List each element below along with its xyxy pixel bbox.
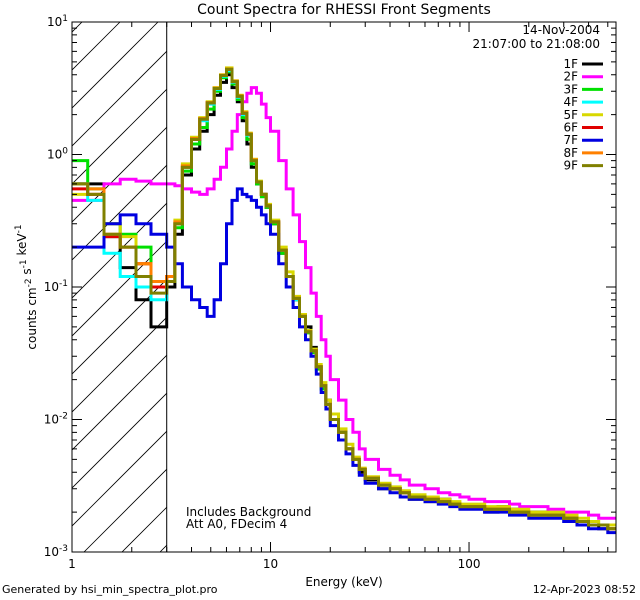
y-tick-label: 10-3 [44, 544, 68, 559]
legend-label-6F: 6F [563, 121, 578, 135]
footer-generated-by: Generated by hsi_min_spectra_plot.pro [2, 583, 218, 596]
annotation-background: Includes Background [186, 505, 311, 519]
y-tick-label: 100 [47, 147, 68, 162]
annotations: Includes Background Att A0, FDecim 4 [186, 505, 311, 531]
chart-title: Count Spectra for RHESSI Front Segments [197, 2, 491, 18]
series-5F [72, 66, 616, 527]
legend-label-5F: 5F [563, 108, 578, 122]
x-tick-labels: 1 10 100 [68, 557, 480, 571]
legend-label-4F: 4F [563, 95, 578, 109]
series-1F [72, 73, 616, 531]
legend-label-9F: 9F [563, 159, 578, 173]
axis-ticks [71, 21, 616, 553]
info-block: 14-Nov-2004 21:07:00 to 21:08:00 [473, 23, 600, 51]
series-2F [72, 86, 616, 520]
series-7F [72, 187, 616, 535]
tick-marks [71, 21, 616, 553]
x-tick-label: 10 [263, 557, 278, 571]
y-axis-label: counts cm-2 s-1 keV-1 [14, 224, 39, 349]
legend-label-3F: 3F [563, 82, 578, 96]
series-layer [72, 66, 616, 535]
legend-label-7F: 7F [563, 133, 578, 147]
hatch-lines [72, 22, 167, 552]
y-tick-label: 10-2 [44, 412, 68, 427]
x-tick-label: 100 [458, 557, 481, 571]
x-tick-label: 1 [68, 557, 76, 571]
annotation-attenuator: Att A0, FDecim 4 [186, 517, 287, 531]
legend-label-8F: 8F [563, 146, 578, 160]
series-9F [72, 67, 616, 531]
hatched-excluded-region [72, 22, 167, 552]
y-tick-labels: 10-3 10-2 10-1 100 101 [44, 14, 69, 559]
date-label: 14-Nov-2004 [522, 23, 600, 37]
legend-label-1F: 1F [563, 57, 578, 71]
legend-label-2F: 2F [563, 70, 578, 84]
time-range-label: 21:07:00 to 21:08:00 [473, 37, 600, 51]
series-4F [72, 69, 616, 531]
footer-timestamp: 12-Apr-2023 08:52 [532, 583, 636, 596]
y-tick-label: 10-1 [44, 279, 68, 294]
x-axis-label: Energy (keV) [305, 575, 382, 589]
y-tick-label: 101 [47, 14, 68, 29]
